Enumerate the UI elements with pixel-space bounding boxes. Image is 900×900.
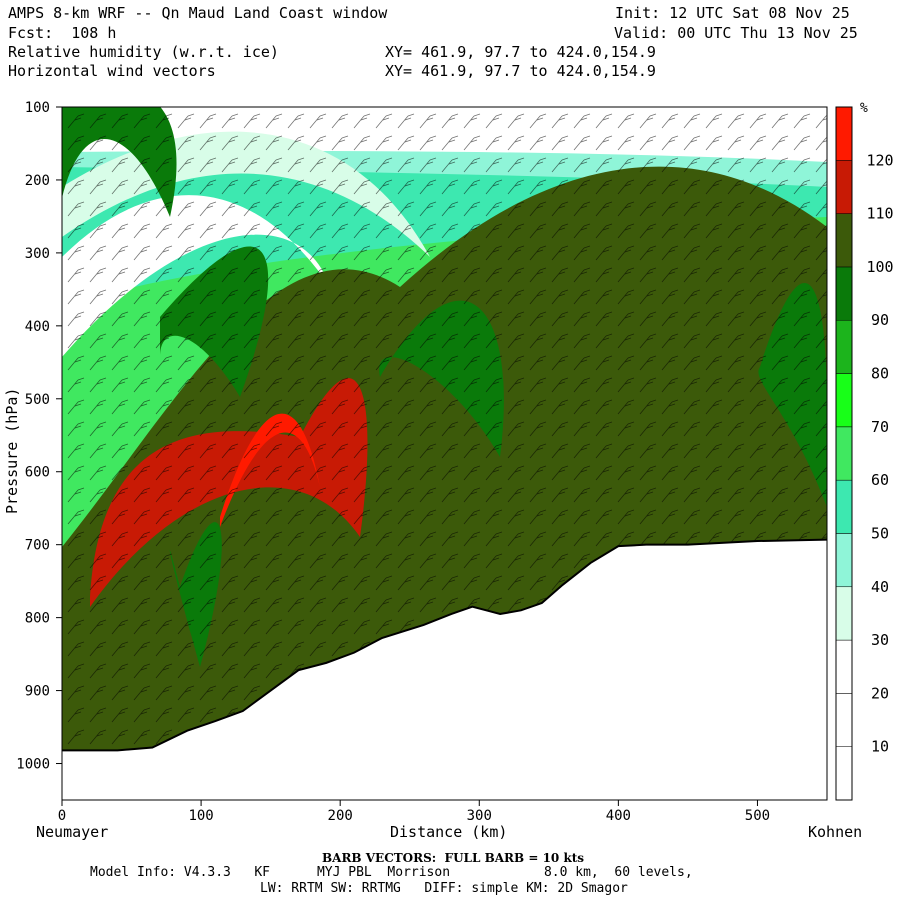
colorbar-bin (835, 319, 853, 374)
y-tick-label: 300 (25, 246, 50, 262)
y-tick-label: 900 (25, 684, 50, 700)
colorbar-label: 10 (871, 738, 889, 756)
y-tick-label: 400 (25, 319, 50, 335)
vector-label: Horizontal wind vectors (8, 62, 216, 80)
x-right-station: Kohnen (808, 823, 863, 841)
colorbar-label: 40 (871, 578, 889, 596)
colorbar-bin (835, 426, 853, 481)
x-tick-label: 400 (606, 808, 631, 824)
terrain-line (62, 538, 828, 752)
plot-frame (61, 106, 828, 801)
x-left-station: Neumayer (36, 823, 109, 841)
y-tick-label: 700 (25, 538, 50, 554)
colorbar-bin (835, 693, 853, 747)
physics-info: LW: RRTM SW: RRTMG DIFF: simple KM: 2D S… (260, 881, 628, 896)
x-tick-label: 200 (328, 808, 353, 824)
colorbar-label: 110 (866, 205, 893, 223)
y-tick-label: 800 (25, 611, 50, 627)
y-tick-label: 500 (25, 392, 50, 408)
x-tick-label: 100 (188, 808, 213, 824)
init-time: Init: 12 UTC Sat 08 Nov 25 (615, 4, 850, 22)
x-tick-label: 0 (58, 808, 66, 824)
colorbar-bin (835, 373, 853, 428)
colorbar-bin (835, 746, 853, 801)
colorbar-bin (835, 639, 853, 694)
colorbar-label: 120 (866, 151, 893, 169)
colorbar-label: 50 (871, 524, 889, 542)
y-tick-label: 1000 (16, 757, 50, 773)
field-label: Relative humidity (w.r.t. ice) (8, 43, 279, 61)
barb-note: BARB VECTORS: FULL BARB = 10 kts (322, 851, 585, 865)
colorbar-label: 90 (871, 311, 889, 329)
colorbar-bin (835, 106, 853, 161)
y-axis-title: Pressure (hPa) (3, 387, 21, 514)
colorbar-label: 30 (871, 631, 889, 649)
header-title: AMPS 8-km WRF -- Qn Maud Land Coast wind… (8, 4, 388, 22)
y-tick-label: 200 (25, 173, 50, 189)
colorbar-label: 100 (866, 258, 893, 276)
model-info: Model Info: V4.3.3 KF MYJ PBL Morrison 8… (90, 865, 693, 880)
x-tick-label: 300 (467, 808, 492, 824)
colorbar-label: 70 (871, 418, 889, 436)
colorbar-bin (835, 266, 853, 321)
colorbar-bin (835, 479, 853, 534)
colorbar-label: 60 (871, 471, 889, 489)
colorbar-label: 20 (871, 684, 889, 702)
x-tick-label: 500 (745, 808, 770, 824)
colorbar-bin (835, 160, 853, 214)
colorbar-label: 80 (871, 365, 889, 383)
valid-time: Valid: 00 UTC Thu 13 Nov 25 (614, 24, 858, 42)
x-axis-title: Distance (km) (390, 823, 508, 841)
colorbar-bin (835, 586, 853, 641)
y-tick-label: 100 (25, 100, 50, 116)
y-tick-label: 600 (25, 465, 50, 481)
forecast-hour: Fcst: 108 h (8, 24, 117, 42)
colorbar-bin (835, 533, 853, 588)
cross-section-coords-2: XY= 461.9, 97.7 to 424.0,154.9 (385, 62, 656, 80)
cross-section-coords: XY= 461.9, 97.7 to 424.0,154.9 (385, 43, 656, 61)
terrain-fill (62, 539, 827, 800)
colorbar-frame (835, 106, 853, 801)
colorbar-bin (835, 213, 853, 268)
colorbar-unit: % (860, 101, 868, 116)
